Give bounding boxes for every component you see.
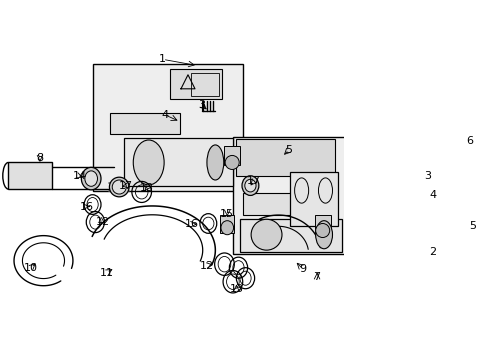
Bar [232, 136, 345, 254]
Ellipse shape [221, 221, 233, 235]
Bar [290, 172, 337, 226]
Bar [110, 113, 180, 134]
Ellipse shape [315, 224, 329, 238]
Bar [314, 215, 330, 233]
Ellipse shape [85, 171, 97, 186]
Ellipse shape [112, 180, 126, 194]
Text: 10: 10 [24, 263, 38, 273]
Text: 4: 4 [161, 110, 168, 120]
Ellipse shape [224, 156, 239, 170]
Text: 5: 5 [468, 221, 475, 231]
Text: 16: 16 [80, 202, 94, 212]
Text: 13: 13 [139, 183, 153, 193]
Text: 7: 7 [313, 272, 320, 282]
Ellipse shape [251, 219, 282, 250]
Text: 6: 6 [465, 136, 472, 147]
Text: 13: 13 [229, 284, 243, 294]
Bar [236, 139, 334, 176]
Text: 8: 8 [36, 153, 43, 163]
Bar [169, 69, 222, 99]
Text: 3: 3 [198, 100, 204, 110]
Text: 3: 3 [424, 171, 430, 181]
Ellipse shape [109, 177, 129, 197]
Ellipse shape [206, 145, 224, 180]
Ellipse shape [81, 167, 101, 190]
Text: 4: 4 [428, 190, 435, 201]
Bar [243, 193, 324, 215]
Bar [8, 162, 52, 189]
Text: 17: 17 [119, 181, 133, 190]
Text: 2: 2 [428, 247, 435, 257]
Ellipse shape [315, 221, 332, 249]
Text: 14: 14 [73, 171, 87, 181]
Text: 16: 16 [185, 219, 199, 229]
Bar [92, 64, 243, 190]
Text: 12: 12 [96, 217, 110, 227]
Text: 17: 17 [246, 176, 261, 186]
Bar [220, 215, 234, 233]
Text: 12: 12 [200, 261, 214, 271]
Bar [224, 146, 240, 165]
Ellipse shape [242, 176, 258, 195]
Ellipse shape [244, 179, 256, 192]
Text: 9: 9 [299, 264, 306, 274]
Text: 15: 15 [220, 209, 234, 219]
Bar [190, 73, 219, 96]
Ellipse shape [133, 140, 164, 185]
Text: 5: 5 [285, 145, 292, 155]
Bar [124, 138, 232, 186]
Bar [240, 219, 341, 252]
Text: 11: 11 [100, 267, 113, 278]
Text: 1: 1 [159, 54, 166, 64]
